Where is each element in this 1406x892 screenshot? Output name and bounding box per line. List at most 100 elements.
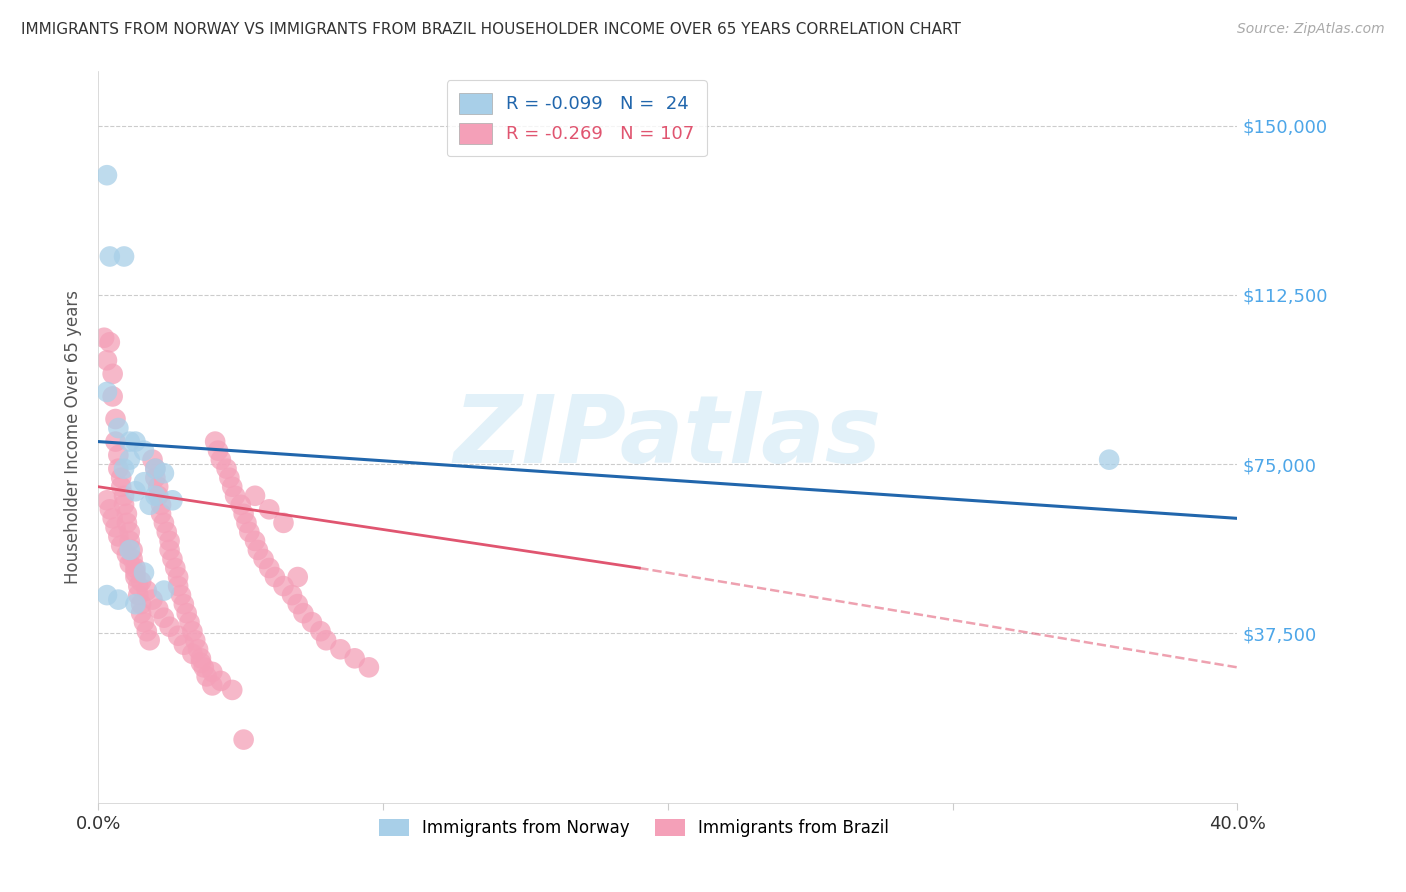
Point: [215, 461, 238, 475]
Point: [167, 579, 190, 593]
Point: [98, 335, 121, 350]
Point: [243, 489, 266, 503]
Point: [121, 552, 143, 566]
Point: [104, 412, 127, 426]
Point: [201, 665, 224, 679]
Point: [195, 669, 218, 683]
Point: [110, 480, 132, 494]
Text: Source: ZipAtlas.com: Source: ZipAtlas.com: [1237, 22, 1385, 37]
Point: [229, 498, 252, 512]
Point: [179, 615, 201, 630]
Point: [118, 452, 141, 467]
Point: [273, 516, 295, 530]
Point: [235, 516, 257, 530]
Point: [190, 651, 212, 665]
Point: [148, 489, 170, 503]
Point: [153, 516, 176, 530]
Point: [246, 543, 269, 558]
Point: [201, 678, 224, 692]
Point: [107, 461, 129, 475]
Point: [329, 642, 352, 657]
Point: [167, 629, 190, 643]
Point: [181, 624, 204, 639]
Point: [118, 533, 141, 548]
Legend: Immigrants from Norway, Immigrants from Brazil: Immigrants from Norway, Immigrants from …: [370, 811, 897, 846]
Point: [273, 579, 295, 593]
Point: [110, 471, 132, 485]
Point: [115, 548, 138, 562]
Point: [173, 638, 195, 652]
Point: [1098, 452, 1121, 467]
Point: [98, 502, 121, 516]
Point: [259, 502, 281, 516]
Point: [209, 673, 232, 688]
Point: [101, 511, 124, 525]
Point: [343, 651, 366, 665]
Point: [207, 443, 229, 458]
Point: [118, 557, 141, 571]
Point: [221, 682, 243, 697]
Point: [107, 448, 129, 462]
Point: [184, 633, 207, 648]
Point: [281, 588, 304, 602]
Point: [259, 561, 281, 575]
Point: [315, 633, 337, 648]
Point: [145, 461, 167, 475]
Point: [124, 597, 146, 611]
Point: [145, 489, 167, 503]
Point: [357, 660, 380, 674]
Point: [96, 353, 118, 368]
Point: [252, 552, 274, 566]
Point: [112, 250, 135, 264]
Point: [132, 475, 155, 490]
Point: [96, 384, 118, 399]
Point: [187, 642, 209, 657]
Point: [181, 647, 204, 661]
Point: [104, 434, 127, 449]
Point: [132, 615, 155, 630]
Point: [115, 507, 138, 521]
Point: [101, 389, 124, 403]
Point: [159, 620, 181, 634]
Point: [153, 466, 176, 480]
Point: [153, 610, 176, 624]
Point: [204, 434, 226, 449]
Point: [101, 367, 124, 381]
Point: [132, 566, 155, 580]
Point: [148, 601, 170, 615]
Point: [112, 461, 135, 475]
Point: [162, 493, 184, 508]
Point: [118, 543, 141, 558]
Point: [112, 489, 135, 503]
Point: [98, 250, 121, 264]
Point: [156, 524, 179, 539]
Point: [115, 516, 138, 530]
Point: [264, 570, 287, 584]
Point: [167, 570, 190, 584]
Point: [190, 656, 212, 670]
Point: [135, 624, 157, 639]
Point: [124, 434, 146, 449]
Point: [292, 606, 315, 620]
Point: [287, 597, 309, 611]
Point: [129, 606, 152, 620]
Point: [150, 498, 173, 512]
Point: [150, 507, 173, 521]
Point: [124, 566, 146, 580]
Point: [112, 498, 135, 512]
Point: [121, 543, 143, 558]
Point: [107, 421, 129, 435]
Point: [96, 493, 118, 508]
Point: [118, 434, 141, 449]
Point: [138, 633, 160, 648]
Point: [287, 570, 309, 584]
Point: [127, 579, 149, 593]
Point: [127, 588, 149, 602]
Point: [209, 452, 232, 467]
Point: [162, 552, 184, 566]
Point: [141, 592, 163, 607]
Point: [118, 524, 141, 539]
Point: [107, 592, 129, 607]
Point: [135, 583, 157, 598]
Point: [110, 538, 132, 552]
